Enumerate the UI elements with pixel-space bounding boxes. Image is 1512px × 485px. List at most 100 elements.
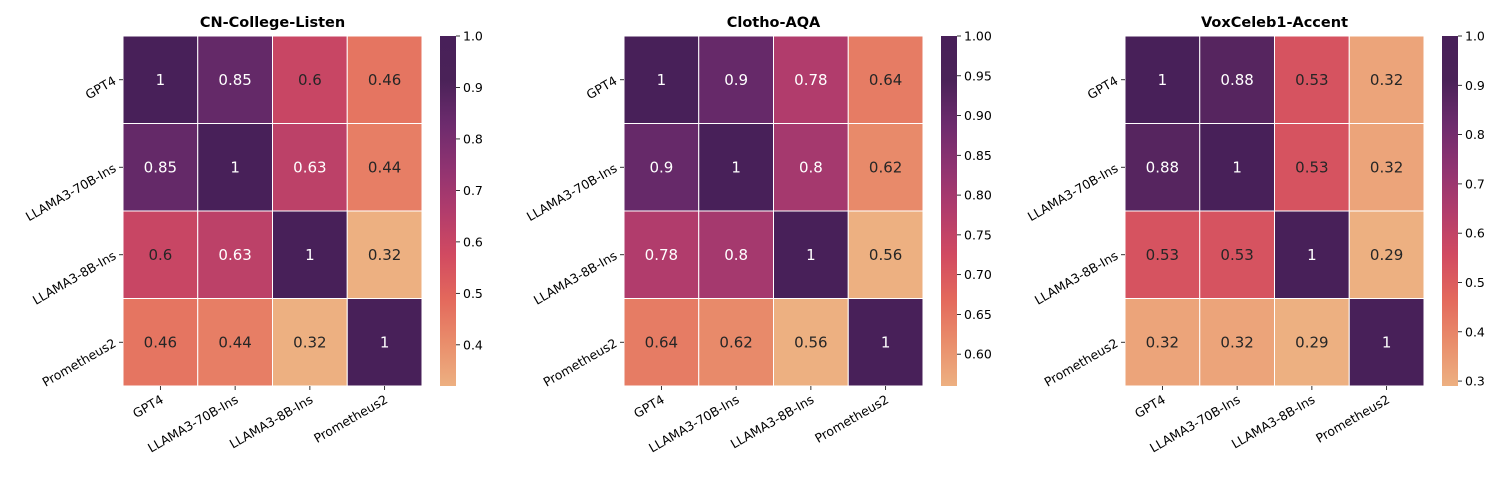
x-tick-label: Prometheus2 [1313, 392, 1392, 446]
heatmap-cell [847, 298, 924, 387]
y-tick-label: Prometheus2 [1041, 335, 1120, 389]
heatmap-panel-1: CN-College-Listen 1 0.85 0.6 0.46 0.85 1 0.63 0.… [23, 15, 483, 455]
heatmap-cell [197, 123, 273, 212]
cell-value-label: 0.9 [724, 71, 748, 89]
colorbar-tick-label: 0.9 [463, 80, 483, 95]
heatmap-cell [623, 35, 700, 124]
cell-value-label: 0.53 [1295, 71, 1328, 89]
panel-title: Clotho-AQA [727, 15, 821, 31]
colorbar-tick-label: 0.9 [1465, 78, 1485, 93]
heatmap-cell [698, 210, 774, 299]
colorbar [941, 36, 957, 386]
heatmap-cell [698, 123, 774, 212]
heatmap-cell [272, 35, 348, 124]
x-tick-label: LLAMA3-8B-Ins [227, 392, 316, 452]
heatmap-cell [1199, 210, 1275, 299]
x-tick-label: Prometheus2 [311, 392, 390, 446]
heatmap-panel-3: VoxCeleb1-Accent 1 0.88 0.53 0.32 0.88 1 0.53 0.… [1025, 15, 1485, 455]
x-tick-label: GPT4 [130, 392, 166, 421]
cell-value-label: 0.78 [794, 71, 827, 89]
colorbar-tick-label: 0.65 [964, 307, 992, 322]
cell-value-label: 1 [380, 333, 390, 351]
colorbar-tick-label: 0.70 [964, 267, 992, 282]
panel-title: CN-College-Listen [200, 15, 345, 31]
cell-value-label: 1 [156, 71, 166, 89]
cell-value-label: 0.29 [1370, 246, 1403, 264]
cell-value-label: 0.62 [869, 158, 902, 176]
cell-value-label: 0.44 [368, 158, 401, 176]
colorbar-tick-label: 0.6 [463, 234, 483, 249]
colorbar-tick-label: 1.00 [964, 29, 992, 44]
heatmap-cell [773, 35, 849, 124]
heatmap-cell [773, 123, 849, 212]
heatmap-cell [773, 210, 849, 299]
heatmap-cell [122, 123, 199, 212]
heatmap-cell [1199, 123, 1275, 212]
cell-value-label: 1 [731, 158, 741, 176]
heatmap-cell [1274, 35, 1350, 124]
cell-value-label: 1 [305, 246, 315, 264]
heatmap-cell [346, 35, 423, 124]
cell-value-label: 0.85 [218, 71, 251, 89]
cell-value-label: 0.63 [293, 158, 326, 176]
cell-value-label: 0.88 [1146, 158, 1179, 176]
heatmap-cell [623, 123, 700, 212]
heatmap-cell [847, 210, 924, 299]
y-tick-label: Prometheus2 [39, 335, 118, 389]
cell-value-label: 0.56 [869, 246, 902, 264]
cell-value-label: 0.62 [719, 333, 752, 351]
colorbar-tick-label: 0.90 [964, 108, 992, 123]
colorbar-tick-label: 0.6 [1465, 226, 1485, 241]
cell-value-label: 0.78 [645, 246, 678, 264]
cell-value-label: 0.53 [1146, 246, 1179, 264]
y-tick-label: LLAMA3-70B-Ins [1025, 160, 1121, 224]
cell-value-label: 0.32 [1146, 333, 1179, 351]
y-tick-label: LLAMA3-70B-Ins [524, 160, 620, 224]
cell-value-label: 1 [1232, 158, 1242, 176]
cell-value-label: 0.6 [298, 71, 322, 89]
heatmap-cell [346, 210, 423, 299]
heatmap-cell [1348, 123, 1425, 212]
colorbar-tick-label: 1.0 [463, 29, 483, 44]
cell-value-label: 0.32 [1220, 333, 1253, 351]
colorbar [1442, 36, 1458, 386]
x-tick-label: LLAMA3-8B-Ins [1229, 392, 1318, 452]
cell-value-label: 0.32 [1370, 71, 1403, 89]
cell-value-label: 1 [657, 71, 667, 89]
colorbar [440, 36, 456, 386]
cell-value-label: 1 [1158, 71, 1168, 89]
heatmap-cell [1274, 298, 1350, 387]
heatmap-cell [346, 298, 423, 387]
colorbar-tick-label: 0.8 [463, 131, 483, 146]
heatmap-panel-2: Clotho-AQA 1 0.9 0.78 0.64 0.9 1 0.8 0.62 0.78 0.8… [524, 15, 992, 455]
cell-value-label: 0.9 [649, 158, 673, 176]
heatmap-cell [122, 298, 199, 387]
colorbar-tick-label: 0.75 [964, 227, 992, 242]
cell-value-label: 1 [1307, 246, 1317, 264]
heatmap-cell [1199, 298, 1275, 387]
heatmap-cell [623, 210, 700, 299]
y-tick-label: GPT4 [584, 73, 620, 102]
heatmap-cell [773, 298, 849, 387]
cell-value-label: 0.46 [368, 71, 401, 89]
colorbar-tick-label: 0.5 [463, 286, 483, 301]
x-tick-label: LLAMA3-8B-Ins [728, 392, 817, 452]
cell-value-label: 0.32 [293, 333, 326, 351]
colorbar-tick-label: 0.7 [463, 183, 483, 198]
colorbar-tick-label: 0.4 [463, 337, 483, 352]
panel-title: VoxCeleb1-Accent [1201, 15, 1348, 31]
heatmap-cell [197, 210, 273, 299]
colorbar-tick-label: 1.0 [1465, 29, 1485, 44]
cell-value-label: 0.53 [1295, 158, 1328, 176]
heatmap-cell [1274, 123, 1350, 212]
cell-value-label: 1 [806, 246, 816, 264]
colorbar-tick-label: 0.8 [1465, 127, 1485, 142]
cell-value-label: 1 [881, 333, 891, 351]
cell-value-label: 0.8 [724, 246, 748, 264]
cell-value-label: 0.6 [148, 246, 172, 264]
y-tick-label: LLAMA3-70B-Ins [23, 160, 119, 224]
heatmap-cell [197, 298, 273, 387]
cell-value-label: 0.64 [645, 333, 678, 351]
